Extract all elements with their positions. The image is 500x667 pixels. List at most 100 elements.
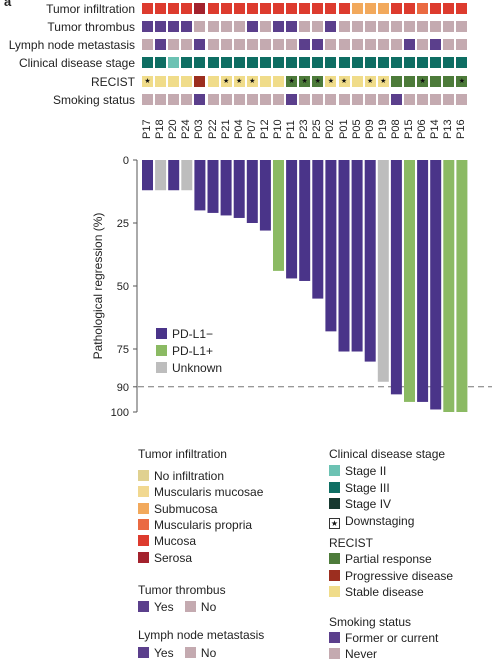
heatmap-cell — [456, 21, 468, 32]
patient-id: P23 — [298, 119, 311, 139]
legend-label: Stage IV — [345, 497, 392, 511]
heatmap-cell — [220, 39, 232, 50]
heatmap-cell — [181, 39, 193, 50]
patient-id: P16 — [455, 119, 468, 139]
heatmap-cell — [273, 21, 284, 32]
heatmap-cell: ★ — [417, 76, 429, 87]
bar-p17 — [142, 160, 153, 191]
legend-swatch — [138, 470, 149, 481]
legend-swatch — [138, 535, 149, 547]
legend-item: Former or current — [329, 632, 438, 645]
heatmap-cell — [377, 3, 389, 14]
heatmap-cell — [351, 39, 363, 50]
heatmap-cell — [207, 57, 219, 68]
heatmap-cell — [325, 39, 337, 50]
heatmap-cell — [233, 39, 245, 50]
patient-id: P07 — [245, 119, 258, 139]
legend-label: Serosa — [154, 550, 193, 565]
legend-label: Never — [345, 647, 378, 661]
bar-p25 — [312, 160, 324, 299]
heatmap-cell — [155, 39, 167, 50]
heatmap-cell — [404, 57, 415, 68]
bar-p01 — [338, 160, 350, 352]
chart-legend-swatch — [156, 345, 167, 356]
legend-label: Submucosa — [154, 501, 218, 516]
legend-title-smoking: Smoking status — [329, 615, 412, 629]
heatmap-cell — [456, 39, 468, 50]
heatmap-cell — [377, 57, 389, 68]
heatmap-cell — [377, 39, 389, 50]
heatmap-cell — [430, 21, 442, 32]
bar-p09 — [364, 160, 376, 362]
heatmap-cell — [404, 39, 415, 50]
heatmap-cell — [377, 21, 389, 32]
legend-swatch — [329, 648, 340, 659]
heatmap-cell — [351, 21, 363, 32]
heatmap-cell — [246, 21, 258, 32]
heatmap-cell — [194, 21, 206, 32]
legend-label: Stage II — [345, 464, 387, 478]
bar-p16 — [456, 160, 468, 412]
heatmap-cell — [168, 39, 180, 50]
heatmap-cell — [220, 21, 232, 32]
legend-title-recist: RECIST — [329, 536, 374, 550]
heatmap-cell — [194, 94, 206, 105]
heatmap-cell — [273, 39, 284, 50]
legend-item: Partial response — [329, 553, 432, 566]
heatmap-cell — [233, 3, 245, 14]
heatmap-cell — [312, 57, 324, 68]
heatmap-cell — [233, 21, 245, 32]
row-label-recist: RECIST — [90, 75, 135, 89]
bar-p23 — [299, 160, 311, 281]
heatmap-cell: ★ — [377, 76, 389, 87]
heatmap-cell — [325, 21, 337, 32]
heatmap-cell — [325, 94, 337, 105]
bar-p10 — [273, 160, 284, 271]
legend-label: Muscularis propria — [154, 517, 253, 532]
patient-id: P17 — [141, 119, 153, 139]
heatmap-cell — [181, 21, 193, 32]
patient-id: P18 — [154, 119, 167, 139]
heatmap-cell — [430, 94, 442, 105]
heatmap-cell — [181, 76, 193, 87]
patient-id: P24 — [180, 119, 193, 139]
heatmap-cell — [390, 21, 402, 32]
patient-id: P13 — [442, 119, 455, 139]
heatmap-cell — [299, 94, 311, 105]
heatmap-cell — [430, 39, 442, 50]
heatmap-cell: ★ — [364, 76, 376, 87]
heatmap-cell — [404, 21, 415, 32]
legend-label-no: No — [200, 646, 217, 660]
heatmap-cell — [377, 94, 389, 105]
y-tick-label: 90 — [117, 382, 129, 394]
patient-id: P08 — [389, 119, 402, 139]
bar-p19 — [377, 160, 389, 382]
heatmap-cell — [312, 3, 324, 14]
heatmap-cell — [338, 57, 350, 68]
heatmap-cell — [390, 94, 402, 105]
heatmap-cell — [456, 3, 468, 14]
y-tick-label: 100 — [111, 407, 129, 419]
row-label-lymph-node: Lymph node metastasis — [8, 38, 135, 52]
heatmap-cell — [364, 94, 376, 105]
heatmap-cell — [351, 76, 363, 87]
heatmap-cell — [207, 94, 219, 105]
legend-item: No infiltration — [138, 470, 224, 483]
bar-p04 — [233, 160, 245, 218]
legend-swatch — [329, 481, 340, 493]
patient-id: P15 — [403, 119, 415, 139]
heatmap-cell — [246, 39, 258, 50]
heatmap-cell — [155, 76, 167, 87]
heatmap-cell — [404, 76, 415, 87]
patient-id: P20 — [167, 119, 180, 139]
legend-item: Serosa — [138, 550, 193, 565]
bar-p07 — [246, 160, 258, 223]
bar-p11 — [286, 160, 298, 279]
patient-id: P12 — [258, 119, 271, 139]
heatmap-cell — [443, 39, 455, 50]
heatmap-cell — [194, 39, 206, 50]
heatmap-cell — [443, 94, 455, 105]
bar-p05 — [351, 160, 363, 352]
heatmap-cell — [364, 21, 376, 32]
bar-p20 — [168, 160, 180, 191]
